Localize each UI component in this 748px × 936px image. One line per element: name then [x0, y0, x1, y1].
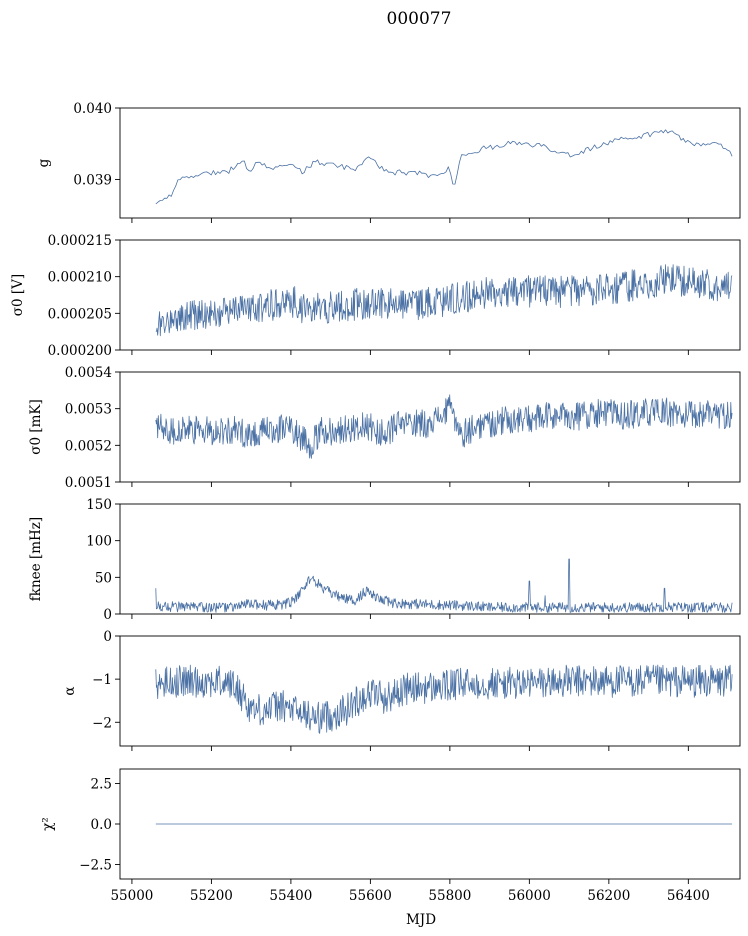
panel-fknee: 0 50 100 150 fknee [mHz]	[28, 497, 741, 623]
y-tick-label-chi2: 0.0	[91, 817, 112, 833]
axes-frame-sigma0-V	[119, 239, 741, 351]
y-tick-label-g: 0.040	[73, 101, 112, 117]
y-tick-label-fknee: 0	[103, 607, 112, 623]
x-tick-label: 56400	[667, 888, 710, 904]
y-axis-label-g: g	[36, 158, 52, 167]
x-axis-label: MJD	[406, 912, 436, 928]
y-axis-label-fknee: fknee [mHz]	[28, 517, 44, 601]
panel-sigma0-mK: 0.0051 0.0052 0.0053 0.0054 σ0 [mK]	[28, 365, 741, 491]
x-tick-label: 55400	[269, 888, 312, 904]
y-tick-label-sigma0-V: 0.000200	[48, 343, 112, 359]
y-tick-label-fknee: 150	[86, 497, 112, 513]
x-tick-label: 55000	[110, 888, 153, 904]
x-tick-label: 55800	[428, 888, 471, 904]
axes-frame-alpha	[119, 635, 741, 747]
y-tick-label-sigma0-V: 0.000210	[48, 270, 112, 286]
y-tick-label-g: 0.039	[73, 172, 112, 188]
y-tick-label-fknee: 100	[86, 534, 112, 550]
y-tick-label-alpha: −1	[92, 672, 112, 688]
y-tick-label-chi2: −2.5	[79, 857, 112, 873]
panel-alpha: −2 −1 0 α	[62, 629, 741, 751]
panel-chi2: −2.5 0.0 2.5 55000 55200 55400 55600 55800 56000…	[40, 768, 741, 904]
panel-g: 0.039 0.040 g	[36, 101, 741, 223]
y-tick-label-alpha: 0	[103, 629, 112, 645]
x-tick-label: 55600	[349, 888, 392, 904]
y-tick-label-fknee: 50	[95, 570, 112, 586]
series-line-fknee	[155, 558, 733, 613]
x-tick-label: 56000	[508, 888, 551, 904]
series-line-sigma0-mK	[155, 394, 733, 459]
axes-frame-sigma0-mK	[119, 371, 741, 483]
y-axis-label-alpha: α	[62, 686, 78, 695]
axes-frame-fknee	[119, 503, 741, 615]
panel-sigma0-V: 0.000200 0.000205 0.000210 0.000215 σ0 [V]	[10, 233, 741, 359]
series-line-sigma0-V	[155, 264, 733, 337]
y-tick-label-sigma0-mK: 0.0053	[65, 402, 112, 418]
y-axis-label-sigma0-V: σ0 [V]	[10, 274, 26, 316]
x-tick-label: 56200	[587, 888, 630, 904]
y-axis-label-chi2: χ²	[40, 817, 56, 831]
y-tick-label-sigma0-mK: 0.0054	[65, 365, 112, 381]
figure-title: 000077	[387, 9, 452, 29]
series-line-g	[155, 129, 733, 205]
y-tick-label-sigma0-mK: 0.0051	[65, 475, 112, 491]
axes-frame-g	[119, 107, 741, 219]
y-tick-label-sigma0-V: 0.000205	[48, 306, 112, 322]
y-tick-label-alpha: −2	[92, 715, 112, 731]
x-tick-label: 55200	[190, 888, 233, 904]
y-tick-label-sigma0-mK: 0.0052	[65, 438, 112, 454]
y-axis-label-sigma0-mK: σ0 [mK]	[28, 399, 44, 455]
series-line-alpha	[155, 664, 733, 734]
y-tick-label-sigma0-V: 0.000215	[48, 233, 112, 249]
y-tick-label-chi2: 2.5	[91, 777, 112, 793]
panels: 0.0390.040g0.0002000.0002050.0002100.000…	[10, 101, 741, 904]
